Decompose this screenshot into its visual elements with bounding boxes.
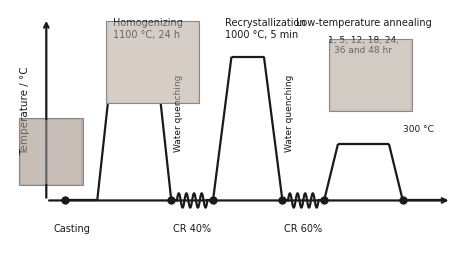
Text: Water quenching: Water quenching (285, 74, 294, 152)
FancyBboxPatch shape (106, 21, 199, 103)
Text: Homogenizing
1100 °C, 24 h: Homogenizing 1100 °C, 24 h (113, 18, 183, 40)
Text: Low-temperature annealing: Low-temperature annealing (295, 18, 432, 28)
Text: 300 °C: 300 °C (403, 125, 434, 134)
FancyBboxPatch shape (19, 118, 83, 185)
Text: CR 40%: CR 40% (173, 224, 211, 234)
FancyBboxPatch shape (331, 40, 410, 109)
Text: CR 60%: CR 60% (284, 224, 322, 234)
FancyBboxPatch shape (329, 39, 412, 111)
Text: Recrystallization
1000 °C, 5 min: Recrystallization 1000 °C, 5 min (225, 18, 305, 40)
FancyBboxPatch shape (21, 120, 81, 184)
Text: 1, 5, 12, 18, 24,
36 and 48 hr: 1, 5, 12, 18, 24, 36 and 48 hr (328, 36, 399, 55)
FancyBboxPatch shape (109, 22, 197, 102)
Text: Water quenching: Water quenching (174, 74, 183, 152)
Text: Casting: Casting (53, 224, 90, 234)
Text: Temperature / °C: Temperature / °C (20, 66, 31, 155)
